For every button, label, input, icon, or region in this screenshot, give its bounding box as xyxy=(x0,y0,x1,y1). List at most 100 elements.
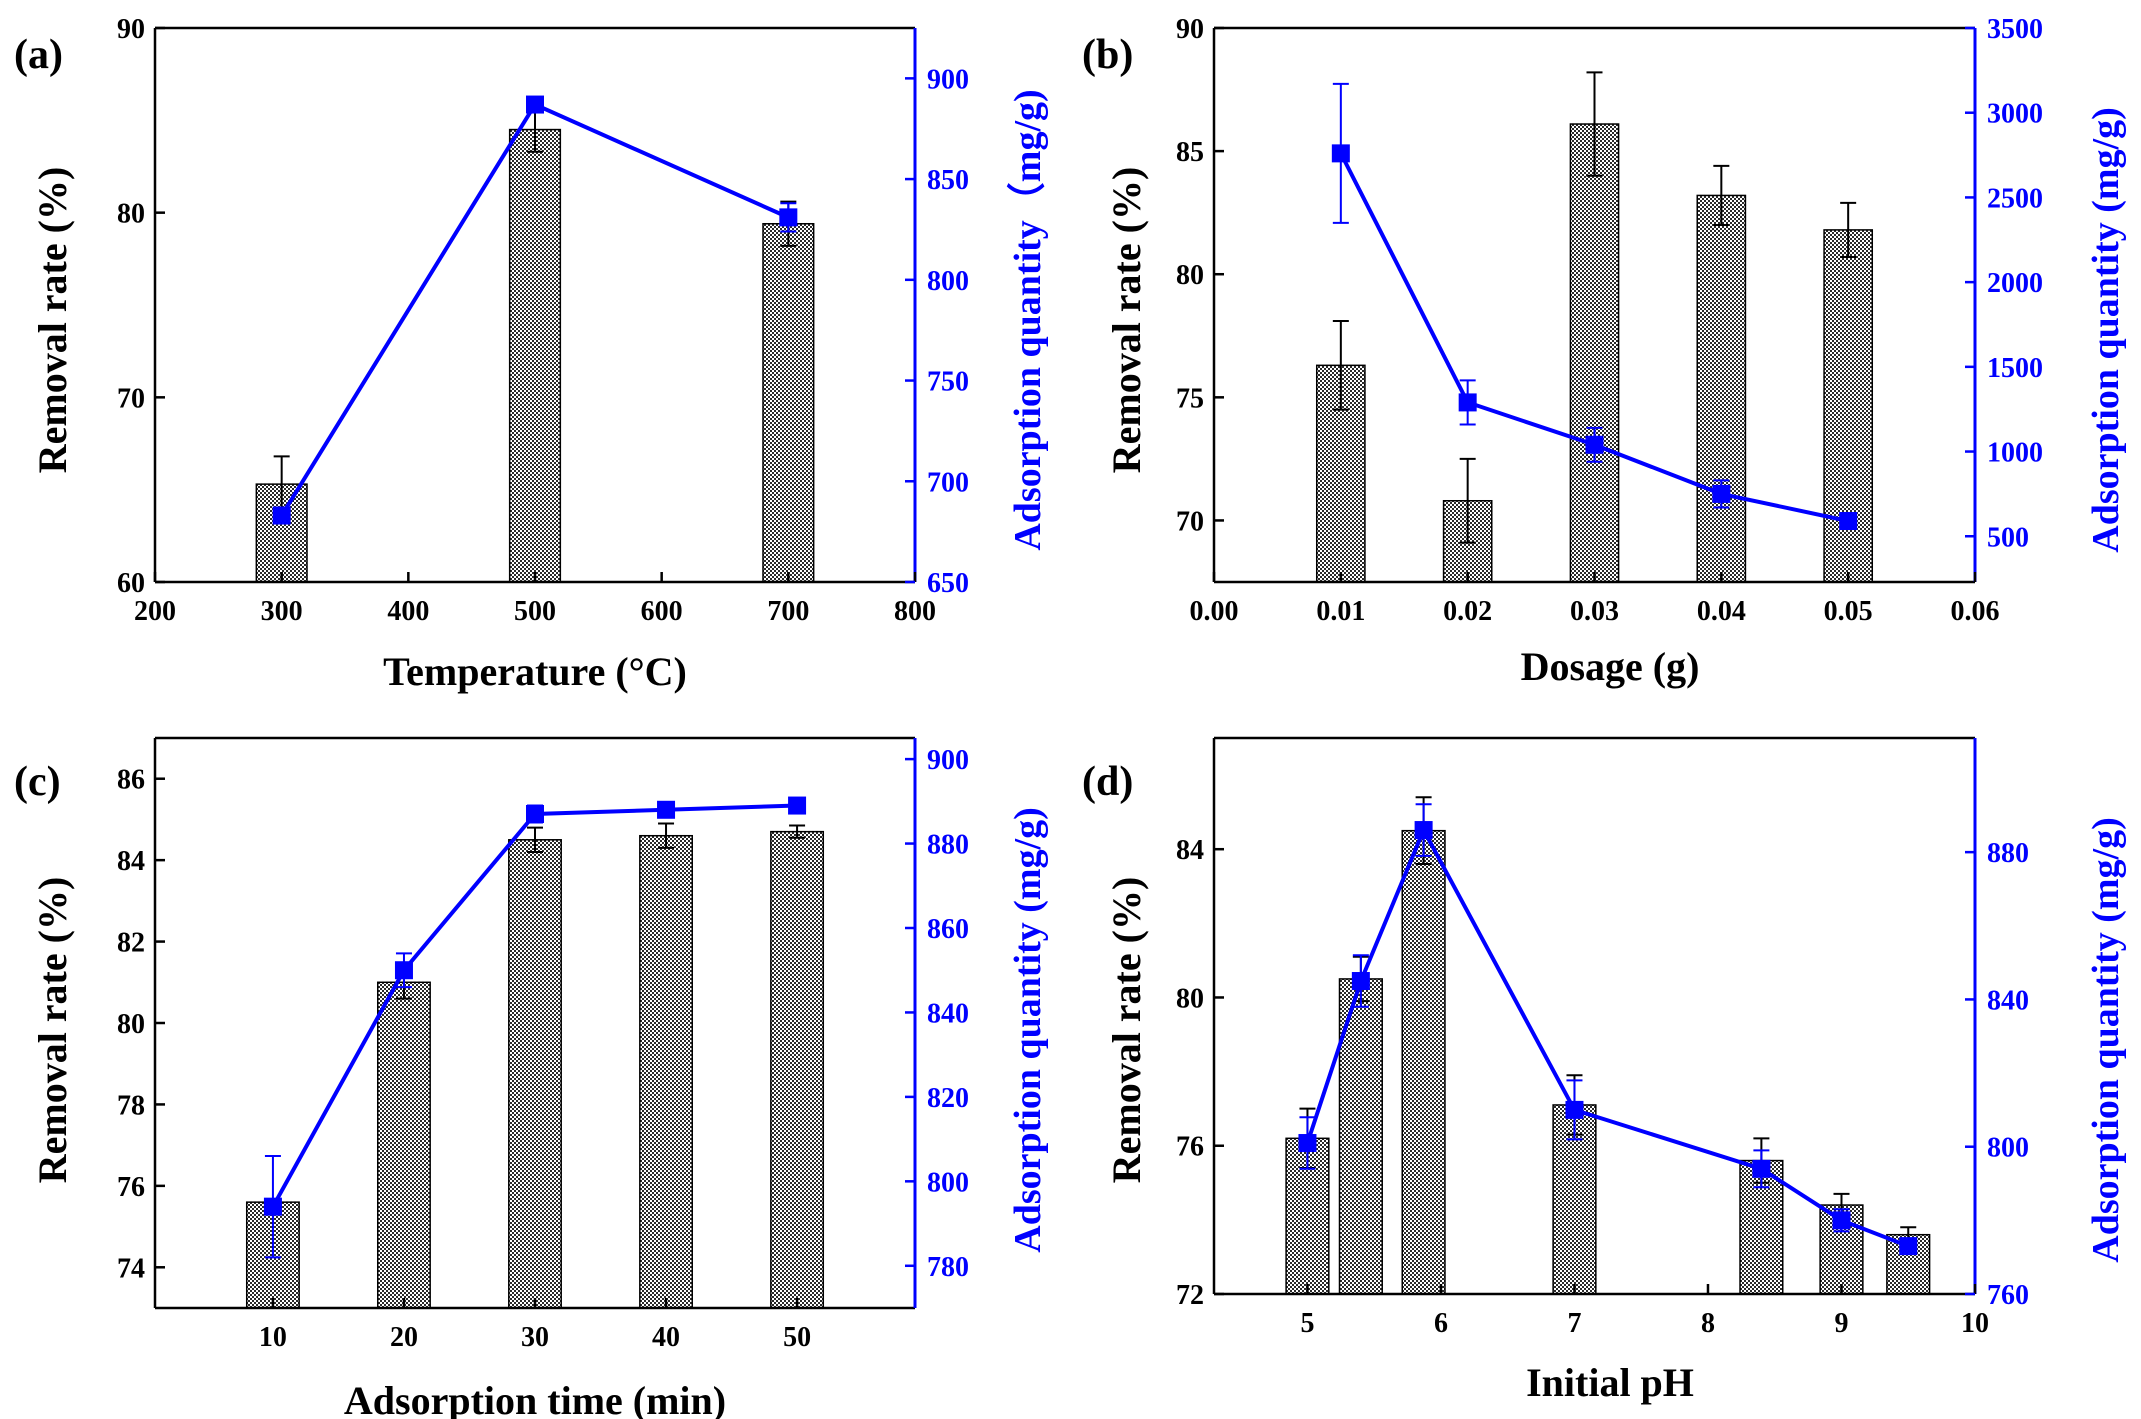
x-tick-label-d-3: 8 xyxy=(1701,1308,1715,1339)
point-c-0 xyxy=(263,1197,282,1216)
panel-label-a: (a) xyxy=(14,32,63,78)
point-d-6 xyxy=(1899,1237,1918,1256)
x-tick-label-d-4: 9 xyxy=(1834,1308,1848,1339)
y2-tick-label-b-4: 2500 xyxy=(1987,183,2043,214)
x-tick-label-c-3: 40 xyxy=(652,1322,680,1353)
y2-tick-label-c-5: 880 xyxy=(927,830,969,861)
bar-errorbar-c-3 xyxy=(658,822,675,849)
point-d-0 xyxy=(1298,1134,1317,1153)
y2-tick-label-b-2: 1500 xyxy=(1987,353,2043,384)
y2-tick-label-c-1: 800 xyxy=(927,1167,969,1198)
bar-a-2 xyxy=(762,222,815,583)
y-tick-label-a-1: 70 xyxy=(117,383,145,414)
bar-errorbar-b-3 xyxy=(1713,164,1730,226)
point-a-2 xyxy=(779,208,798,227)
x-tick-label-b-6: 0.06 xyxy=(1951,596,2000,627)
y-tick-label-c-0: 74 xyxy=(117,1253,145,1284)
xlabel-c: Adsorption time (min) xyxy=(344,1378,726,1419)
y2-tick-label-b-3: 2000 xyxy=(1987,268,2043,299)
ylabel-a: Removal rate (%) xyxy=(30,167,75,474)
bar-c-1 xyxy=(377,981,431,1309)
panel-label-c: (c) xyxy=(14,759,61,805)
y-tick-label-b-1: 75 xyxy=(1176,383,1204,414)
x-tick-label-c-2: 30 xyxy=(521,1322,549,1353)
y-tick-label-d-1: 76 xyxy=(1176,1132,1204,1163)
y2-tick-label-c-3: 840 xyxy=(927,998,969,1029)
point-b-2 xyxy=(1585,435,1604,454)
y2-tick-label-a-4: 850 xyxy=(927,165,969,196)
point-d-5 xyxy=(1832,1211,1851,1230)
y-tick-label-a-0: 60 xyxy=(117,568,145,599)
bar-a-1 xyxy=(508,128,562,583)
point-b-0 xyxy=(1331,144,1350,163)
y2-tick-label-d-1: 800 xyxy=(1987,1133,2029,1164)
y-tick-label-b-0: 70 xyxy=(1176,506,1204,537)
bar-errorbar-c-2 xyxy=(527,826,543,853)
bar-errorbar-b-4 xyxy=(1840,201,1857,258)
point-a-0 xyxy=(272,506,291,525)
panel-c: (c) Removal rate (%) Adsorption quantity… xyxy=(14,736,1049,1419)
point-d-2 xyxy=(1414,821,1433,840)
point-b-3 xyxy=(1712,484,1731,503)
bar-b-2 xyxy=(1569,123,1620,583)
y-tick-label-b-2: 80 xyxy=(1176,260,1204,291)
y2-tick-label-a-5: 900 xyxy=(927,64,969,95)
point-c-1 xyxy=(394,961,413,980)
x-tick-label-a-2: 400 xyxy=(387,596,429,627)
ylabel-c: Removal rate (%) xyxy=(30,877,75,1184)
point-a-1 xyxy=(526,95,544,114)
y-tick-label-c-6: 86 xyxy=(117,765,145,796)
bar-c-3 xyxy=(639,834,693,1309)
bar-errorbar-c-4 xyxy=(789,824,806,839)
y-tick-label-d-3: 84 xyxy=(1176,835,1204,866)
panel-label-d: (d) xyxy=(1082,759,1133,805)
bar-errorbar-b-2 xyxy=(1586,71,1603,177)
y2-tick-label-b-5: 3000 xyxy=(1987,99,2043,130)
y2label-a: Adsorption quantity（mg/g) xyxy=(1007,89,1049,550)
x-tick-label-c-4: 50 xyxy=(783,1322,811,1353)
series-line-d xyxy=(1305,825,1909,1248)
y-tick-label-c-5: 84 xyxy=(117,846,145,877)
y-tick-label-d-0: 72 xyxy=(1176,1280,1204,1311)
y2label-b: Adsorption quantity (mg/g) xyxy=(2085,107,2127,553)
y2-tick-label-d-3: 880 xyxy=(1987,838,2029,869)
bar-errorbar-b-0 xyxy=(1332,320,1349,411)
x-tick-label-a-5: 700 xyxy=(767,596,809,627)
y-tick-label-a-2: 80 xyxy=(117,199,145,230)
panel-a: (a) Removal rate (%) Adsorption quantity… xyxy=(14,14,1049,694)
bar-c-4 xyxy=(770,830,825,1309)
x-tick-label-b-3: 0.03 xyxy=(1570,596,1619,627)
x-tick-label-a-6: 800 xyxy=(894,596,936,627)
ylabel-d: Removal rate (%) xyxy=(1104,877,1149,1184)
xlabel-b: Dosage (g) xyxy=(1521,644,1700,689)
x-tick-label-c-0: 10 xyxy=(259,1322,287,1353)
y-tick-label-c-3: 80 xyxy=(117,1009,145,1040)
x-tick-label-d-0: 5 xyxy=(1300,1308,1314,1339)
x-tick-label-d-1: 6 xyxy=(1434,1308,1448,1339)
y-tick-label-c-2: 78 xyxy=(117,1090,145,1121)
y-tick-label-b-4: 90 xyxy=(1176,14,1204,45)
x-tick-label-b-2: 0.02 xyxy=(1443,596,1492,627)
y-tick-label-b-3: 85 xyxy=(1176,137,1204,168)
x-tick-label-b-4: 0.04 xyxy=(1697,596,1746,627)
point-b-1 xyxy=(1458,393,1477,412)
xlabel-d: Initial pH xyxy=(1526,1360,1694,1405)
y2-tick-label-b-0: 500 xyxy=(1987,522,2029,553)
y2-tick-label-a-1: 700 xyxy=(927,467,969,498)
bar-errorbar-b-1 xyxy=(1459,457,1476,544)
bar-b-3 xyxy=(1696,194,1747,583)
panel-d: (d) Removal rate (%) Adsorption quantity… xyxy=(1082,736,2127,1405)
panel-label-b: (b) xyxy=(1082,32,1133,78)
ylabel-b: Removal rate (%) xyxy=(1104,167,1149,474)
y2-tick-label-a-0: 650 xyxy=(927,568,969,599)
x-tick-label-a-3: 500 xyxy=(514,596,556,627)
point-d-1 xyxy=(1351,972,1370,991)
panel-b: (b) Removal rate (%) Adsorption quantity… xyxy=(1082,14,2127,689)
y-tick-label-a-3: 90 xyxy=(117,14,145,45)
point-d-4 xyxy=(1752,1159,1771,1178)
x-tick-label-d-5: 10 xyxy=(1961,1308,1989,1339)
y-tick-label-c-4: 82 xyxy=(117,928,145,959)
y-tick-label-d-2: 80 xyxy=(1176,983,1204,1014)
point-b-4 xyxy=(1839,512,1858,531)
